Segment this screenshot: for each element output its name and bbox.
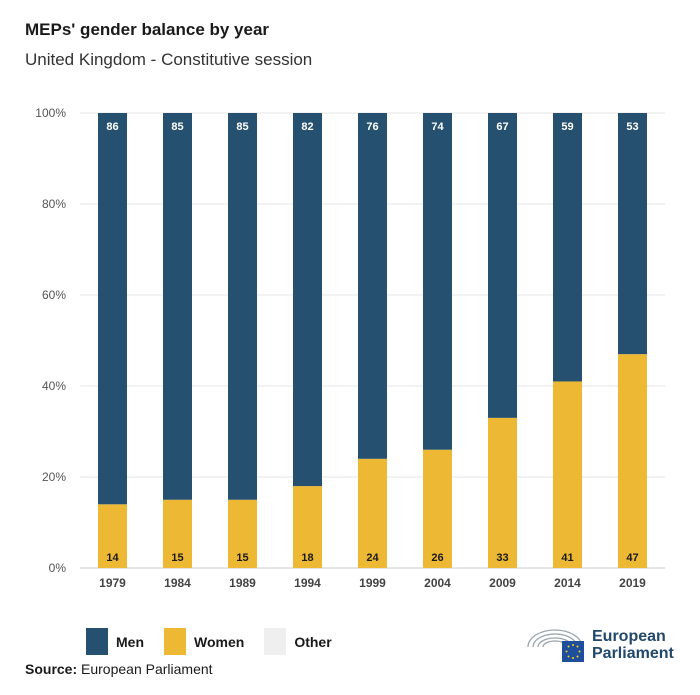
european-parliament-logo: European Parliament bbox=[524, 627, 674, 663]
data-label-women: 47 bbox=[626, 552, 638, 564]
y-tick-label: 20% bbox=[42, 470, 66, 484]
data-label-women: 24 bbox=[366, 552, 379, 564]
x-tick-label: 1979 bbox=[99, 576, 126, 590]
legend-label-men: Men bbox=[116, 633, 144, 650]
x-tick-label: 2019 bbox=[619, 576, 646, 590]
legend-swatch-men bbox=[86, 628, 108, 655]
data-label-men: 85 bbox=[171, 121, 183, 133]
y-tick-label: 40% bbox=[42, 379, 66, 393]
x-tick-label: 2009 bbox=[489, 576, 516, 590]
data-label-men: 53 bbox=[626, 121, 638, 133]
bar-men bbox=[163, 113, 192, 500]
data-label-women: 15 bbox=[171, 552, 183, 564]
bar-women bbox=[163, 499, 192, 568]
european-parliament-hemicycle-icon bbox=[527, 629, 584, 662]
data-label-women: 14 bbox=[106, 552, 119, 564]
legend-item-other: Other bbox=[264, 628, 332, 655]
legend-label-women: Women bbox=[194, 633, 245, 650]
x-tick-label: 1994 bbox=[294, 576, 321, 590]
bar-women bbox=[358, 458, 387, 568]
bar-men bbox=[553, 113, 582, 382]
source-note: Source: European Parliament bbox=[25, 661, 213, 677]
y-tick-label: 60% bbox=[42, 288, 66, 302]
x-tick-label: 2014 bbox=[554, 576, 581, 590]
x-tick-label: 1989 bbox=[229, 576, 256, 590]
data-label-men: 59 bbox=[561, 121, 573, 133]
chart-title: MEPs' gender balance by year bbox=[25, 20, 270, 39]
bar-men bbox=[98, 113, 127, 505]
stacked-bar-chart: 0% 20% 40% 60% 80% 100% 86 14 1979 85 15 1984 85 15 19… bbox=[35, 106, 665, 590]
data-label-men: 67 bbox=[496, 121, 508, 133]
y-tick-label: 0% bbox=[49, 561, 67, 575]
data-label-women: 18 bbox=[301, 552, 313, 564]
bar-men bbox=[423, 113, 452, 450]
bar-women bbox=[423, 449, 452, 568]
bar-women bbox=[553, 381, 582, 568]
chart-subtitle: United Kingdom - Constitutive session bbox=[25, 50, 313, 69]
legend: Men Women Other bbox=[86, 628, 352, 655]
x-tick-label: 2004 bbox=[424, 576, 451, 590]
legend-item-women: Women bbox=[164, 628, 244, 655]
data-label-women: 33 bbox=[496, 552, 508, 564]
data-label-men: 86 bbox=[106, 121, 118, 133]
source-text: European Parliament bbox=[81, 661, 213, 677]
bar-men bbox=[293, 113, 322, 487]
logo-line-1: European bbox=[592, 628, 666, 645]
data-label-women: 26 bbox=[431, 552, 443, 564]
legend-label-other: Other bbox=[294, 633, 332, 650]
legend-item-men: Men bbox=[86, 628, 144, 655]
bar-women bbox=[293, 486, 322, 568]
bar-men bbox=[618, 113, 647, 355]
data-label-men: 82 bbox=[301, 121, 313, 133]
bar-men bbox=[228, 113, 257, 500]
legend-swatch-other bbox=[264, 628, 287, 655]
bar-men bbox=[488, 113, 517, 418]
x-tick-label: 1999 bbox=[359, 576, 386, 590]
bar-women bbox=[618, 354, 647, 568]
bar-women bbox=[488, 417, 517, 568]
logo-line-2: Parliament bbox=[592, 645, 674, 662]
y-tick-label: 80% bbox=[42, 197, 66, 211]
legend-swatch-women bbox=[164, 628, 186, 655]
x-tick-label: 1984 bbox=[164, 576, 191, 590]
source-label: Source: bbox=[25, 661, 78, 677]
data-label-men: 76 bbox=[366, 121, 378, 133]
logo-wordmark: European Parliament bbox=[592, 628, 674, 662]
data-label-men: 74 bbox=[431, 121, 444, 133]
data-label-women: 41 bbox=[561, 552, 573, 564]
y-tick-label: 100% bbox=[35, 106, 66, 120]
bar-women bbox=[228, 499, 257, 568]
bar-men bbox=[358, 113, 387, 459]
data-label-women: 15 bbox=[236, 552, 248, 564]
bar-women bbox=[98, 504, 127, 568]
data-label-men: 85 bbox=[236, 121, 248, 133]
